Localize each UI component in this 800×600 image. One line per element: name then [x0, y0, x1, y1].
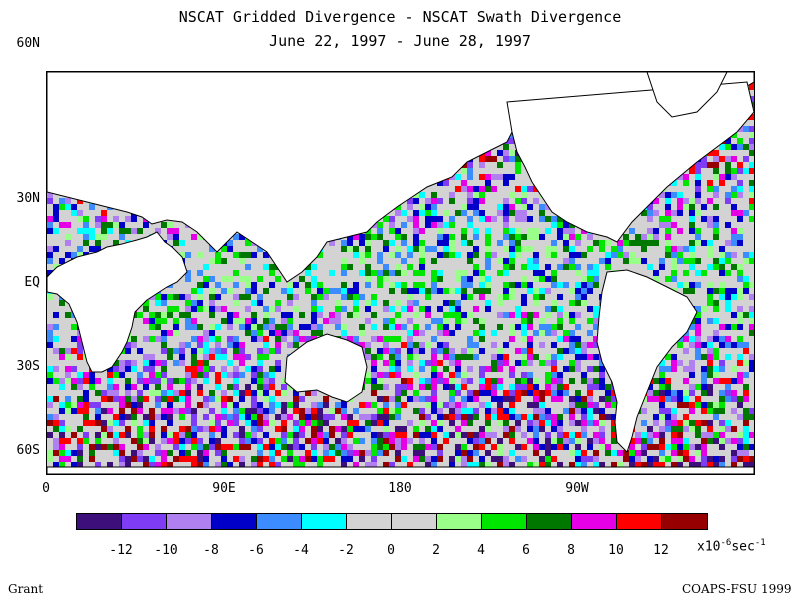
- colorbar-tick-label: -2: [338, 543, 354, 558]
- lat-label-eq: EQ: [24, 275, 40, 290]
- colorbar-units: x10-6sec-1: [697, 538, 766, 555]
- colorbar-swatch: [302, 514, 347, 529]
- colorbar-swatch: [662, 514, 707, 529]
- colorbar-tick-label: 6: [522, 543, 530, 558]
- colorbar-swatch: [617, 514, 662, 529]
- colorbar-swatch: [482, 514, 527, 529]
- lon-label-90e: 90E: [212, 481, 236, 496]
- colorbar-tick-label: 12: [653, 543, 669, 558]
- colorbar-swatch: [122, 514, 167, 529]
- south-america: [596, 269, 698, 453]
- colorbar-tick-label: 0: [387, 543, 395, 558]
- divergence-map: [46, 71, 755, 475]
- colorbar-tick-label: -10: [154, 543, 178, 558]
- australia: [284, 333, 368, 403]
- lat-label-30s: 30S: [16, 359, 40, 374]
- colorbar-tick-label: -8: [203, 543, 219, 558]
- land-masses: [47, 72, 754, 474]
- colorbar-tick-label: 8: [567, 543, 575, 558]
- organization-credit: COAPS-FSU 1999: [682, 582, 792, 596]
- colorbar-swatch: [527, 514, 572, 529]
- colorbar-tick-label: 2: [432, 543, 440, 558]
- colorbar-tick-label: -12: [109, 543, 133, 558]
- greenland: [646, 72, 728, 118]
- colorbar-tick-label: 10: [608, 543, 624, 558]
- colorbar-swatch: [392, 514, 437, 529]
- colorbar-swatch: [167, 514, 212, 529]
- colorbar-swatch: [347, 514, 392, 529]
- lat-label-60n: 60N: [16, 36, 40, 51]
- lat-label-30n: 30N: [16, 191, 40, 206]
- map-title: NSCAT Gridded Divergence - NSCAT Swath D…: [178, 8, 622, 26]
- author-credit: Grant: [8, 582, 44, 596]
- colorbar-swatch: [437, 514, 482, 529]
- colorbar: [76, 513, 708, 530]
- colorbar-swatch: [572, 514, 617, 529]
- africa: [47, 231, 188, 373]
- lon-label-90w: 90W: [565, 481, 589, 496]
- colorbar-tick-label: -6: [248, 543, 264, 558]
- lon-label-0: 0: [42, 481, 50, 496]
- colorbar-swatch: [257, 514, 302, 529]
- colorbar-swatch: [212, 514, 257, 529]
- lon-label-180: 180: [388, 481, 412, 496]
- colorbar-swatch: [77, 514, 122, 529]
- divergence-map-canvas: [47, 72, 754, 474]
- colorbar-tick-label: 4: [477, 543, 485, 558]
- antarctica: [47, 466, 754, 474]
- map-date-range: June 22, 1997 - June 28, 1997: [269, 32, 531, 50]
- lat-label-60s: 60S: [16, 443, 40, 458]
- north-america: [506, 81, 754, 243]
- colorbar-tick-label: -4: [293, 543, 309, 558]
